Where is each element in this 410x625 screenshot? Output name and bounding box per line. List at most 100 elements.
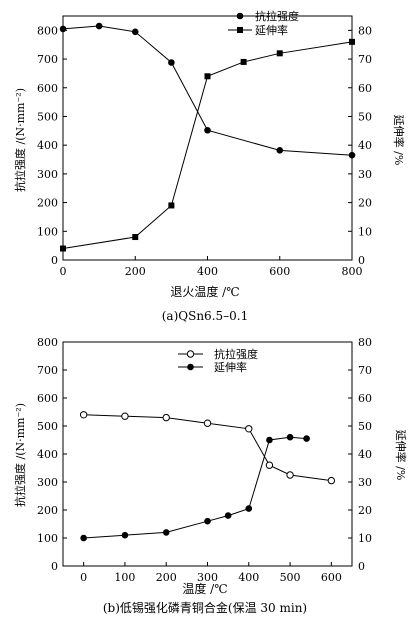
series-elongation: [60, 38, 355, 252]
y-right-tick-label: 40: [358, 448, 372, 461]
y-left-tick-label: 400: [37, 448, 58, 461]
data-point: [276, 147, 284, 154]
data-point: [240, 58, 247, 65]
x-tick-label: 500: [280, 571, 301, 584]
y-right-tick-label: 10: [358, 532, 372, 545]
legend-label: 抗拉强度: [255, 9, 299, 23]
x-tick-label: 800: [342, 265, 363, 278]
legend-label: 抗拉强度: [214, 347, 258, 361]
data-point: [327, 476, 336, 485]
data-point: [265, 461, 274, 469]
y-left-tick-label: 100: [37, 532, 58, 545]
y-left-tick-label: 100: [37, 225, 58, 238]
data-point: [245, 425, 253, 433]
y-left-axis-title: 抗拉强度 /(N·mm⁻²): [13, 88, 27, 192]
data-point: [79, 411, 88, 419]
legend-marker: [237, 27, 243, 33]
x-tick-label: 200: [125, 265, 146, 278]
data-point: [303, 435, 310, 442]
y-right-tick-label: 30: [358, 168, 372, 181]
data-point: [276, 50, 283, 57]
y-left-tick-label: 0: [51, 560, 58, 573]
x-tick-label: 400: [197, 265, 218, 278]
data-point: [348, 151, 356, 159]
legend-label: 延伸率: [255, 23, 288, 37]
data-point: [121, 531, 129, 539]
data-point: [203, 419, 212, 427]
x-tick-label: 600: [269, 265, 290, 278]
y-left-tick-label: 600: [37, 82, 58, 95]
x-tick-label: 300: [197, 571, 218, 584]
legend-marker: [186, 350, 195, 358]
y-left-tick-label: 500: [37, 420, 58, 433]
y-right-tick-label: 80: [358, 24, 372, 37]
y-right-tick-label: 70: [358, 364, 372, 377]
x-axis-title: 温度 /℃: [182, 581, 227, 596]
data-point: [121, 412, 129, 420]
y-right-tick-label: 80: [358, 336, 372, 349]
chart-b: 0 100 200 300 400 500 600 0 100 200 300 400 500 600 70…: [13, 336, 408, 615]
series-line: [83, 436, 307, 539]
y-right-tick-label: 10: [358, 225, 372, 238]
chart-a: 0 200 400 600 800010020030040050060070080001…: [13, 9, 406, 323]
data-point: [80, 534, 87, 542]
y-right-tick-label: 50: [358, 420, 372, 433]
data-point: [204, 517, 211, 525]
y-right-tick-label: 0: [358, 254, 365, 267]
x-tick-label: 0: [80, 571, 87, 584]
series-line: [83, 414, 332, 482]
y-left-tick-label: 300: [37, 476, 58, 489]
y-left-tick-label: 400: [37, 139, 58, 152]
x-tick-label: 200: [156, 571, 177, 584]
y-left-tick-label: 700: [37, 53, 58, 66]
series-line: [62, 41, 353, 250]
y-right-tick-label: 40: [358, 139, 372, 152]
x-tick-label: 100: [114, 571, 135, 584]
figure-caption: (b)低锡强化磷青铜合金(保温 30 min): [103, 600, 307, 615]
data-point: [224, 512, 232, 519]
y-right-axis-title: 延伸率 /%: [392, 115, 406, 166]
y-right-tick-label: 20: [358, 197, 372, 210]
y-right-tick-label: 20: [358, 504, 372, 517]
y-right-tick-label: 70: [358, 53, 372, 66]
y-right-tick-label: 50: [358, 110, 372, 123]
data-point: [59, 25, 67, 33]
y-left-tick-label: 700: [37, 364, 58, 377]
data-point: [168, 202, 175, 209]
data-point: [60, 245, 66, 252]
plot-frame: [62, 341, 353, 567]
data-point: [286, 433, 294, 441]
data-point: [245, 505, 253, 512]
data-point: [266, 436, 273, 444]
data-point: [162, 413, 170, 422]
legend-label: 延伸率: [214, 360, 247, 374]
figure-caption: (a)QSn6.5–0.1: [162, 309, 248, 323]
data-point: [286, 471, 294, 479]
y-right-tick-label: 60: [358, 392, 372, 405]
y-right-tick-label: 30: [358, 476, 372, 489]
series-tensile-strength: [59, 22, 356, 159]
x-axis-title: 退火温度 /℃: [170, 284, 239, 299]
x-tick-label: 400: [238, 571, 259, 584]
series-line: [62, 25, 353, 156]
data-point: [204, 126, 211, 134]
legend-marker: [187, 363, 194, 371]
y-right-tick-label: 60: [358, 82, 372, 95]
data-point: [168, 59, 175, 66]
data-point: [349, 38, 355, 45]
y-left-tick-label: 200: [37, 504, 58, 517]
legend-marker: [236, 12, 244, 20]
data-point: [131, 28, 139, 36]
y-left-tick-label: 800: [37, 24, 58, 37]
data-point: [95, 22, 103, 30]
y-left-tick-label: 600: [37, 392, 58, 405]
series-tensile-strength: [79, 411, 336, 485]
x-tick-label: 600: [321, 571, 342, 584]
series-elongation: [80, 433, 310, 542]
x-tick-label: 0: [60, 265, 67, 278]
y-left-tick-label: 200: [37, 197, 58, 210]
y-left-tick-label: 300: [37, 168, 58, 181]
